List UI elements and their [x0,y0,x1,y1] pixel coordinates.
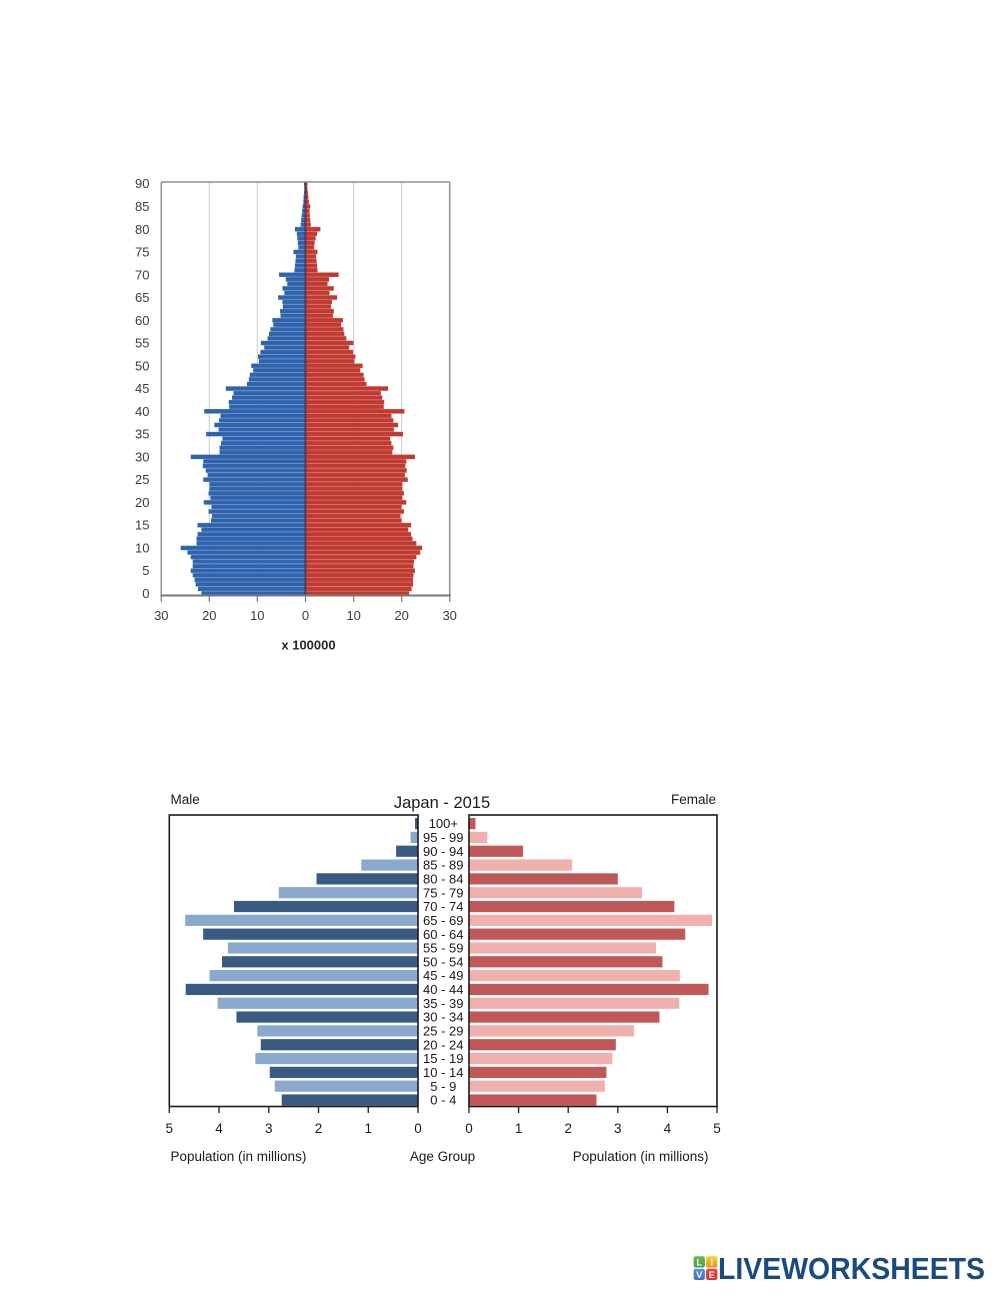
svg-text:0: 0 [142,586,149,601]
svg-text:0: 0 [414,1121,422,1136]
svg-text:25: 25 [135,472,149,487]
svg-text:30: 30 [154,608,168,623]
svg-text:4: 4 [664,1121,672,1136]
svg-text:30: 30 [135,449,149,464]
svg-text:2: 2 [564,1121,572,1136]
svg-text:3: 3 [265,1121,273,1136]
svg-text:50 - 54: 50 - 54 [423,954,463,969]
svg-text:5: 5 [166,1121,174,1136]
svg-text:55: 55 [135,336,149,351]
svg-text:25 - 29: 25 - 29 [423,1024,463,1039]
svg-text:Population (in millions): Population (in millions) [573,1149,709,1164]
svg-text:3: 3 [614,1121,622,1136]
svg-text:LIVEWORKSHEETS: LIVEWORKSHEETS [718,1252,985,1286]
svg-text:I: I [710,1257,713,1268]
svg-text:10: 10 [135,540,149,555]
svg-text:60: 60 [135,313,149,328]
svg-text:Population (in millions): Population (in millions) [171,1149,307,1164]
svg-text:70: 70 [135,267,149,282]
svg-text:20 - 24: 20 - 24 [423,1037,463,1052]
svg-text:35: 35 [135,427,149,442]
svg-text:45 - 49: 45 - 49 [423,968,463,983]
svg-text:10: 10 [250,608,264,623]
svg-text:1: 1 [365,1121,373,1136]
svg-text:10: 10 [346,608,360,623]
svg-text:1: 1 [515,1121,523,1136]
svg-text:0: 0 [302,608,309,623]
svg-text:Japan - 2015: Japan - 2015 [394,794,490,812]
svg-text:15 - 19: 15 - 19 [423,1051,463,1066]
svg-text:50: 50 [135,358,149,373]
svg-text:5: 5 [142,563,149,578]
svg-text:90 - 94: 90 - 94 [423,844,463,859]
svg-text:Age Group: Age Group [410,1149,475,1164]
svg-text:55 - 59: 55 - 59 [423,941,463,956]
svg-text:5: 5 [713,1121,721,1136]
svg-text:95 - 99: 95 - 99 [423,830,463,845]
svg-text:35 - 39: 35 - 39 [423,996,463,1011]
svg-text:80 - 84: 80 - 84 [423,871,463,886]
svg-text:80: 80 [135,222,149,237]
svg-text:40 - 44: 40 - 44 [423,982,463,997]
svg-text:L: L [696,1257,702,1268]
svg-text:70 - 74: 70 - 74 [423,899,463,914]
svg-text:V: V [696,1270,703,1281]
svg-text:0: 0 [465,1121,473,1136]
svg-text:65 - 69: 65 - 69 [423,913,463,928]
svg-text:45: 45 [135,381,149,396]
svg-text:x 100000: x 100000 [281,638,335,653]
svg-text:75 - 79: 75 - 79 [423,885,463,900]
svg-text:40: 40 [135,404,149,419]
svg-text:E: E [709,1270,715,1281]
svg-text:85 - 89: 85 - 89 [423,858,463,873]
svg-text:100+: 100+ [429,816,458,831]
svg-text:90: 90 [135,176,149,191]
svg-text:0 - 4: 0 - 4 [430,1093,456,1108]
svg-text:15: 15 [135,518,149,533]
svg-text:75: 75 [135,245,149,260]
svg-text:20: 20 [394,608,408,623]
svg-text:30: 30 [442,608,456,623]
svg-text:30 - 34: 30 - 34 [423,1010,463,1025]
svg-text:4: 4 [215,1121,223,1136]
svg-text:10 - 14: 10 - 14 [423,1065,463,1080]
svg-text:5 - 9: 5 - 9 [430,1079,456,1094]
svg-text:60 - 64: 60 - 64 [423,927,463,942]
svg-text:Female: Female [671,792,716,807]
svg-text:Male: Male [171,792,200,807]
svg-text:2: 2 [315,1121,323,1136]
svg-text:85: 85 [135,199,149,214]
svg-text:65: 65 [135,290,149,305]
svg-text:20: 20 [135,495,149,510]
svg-text:20: 20 [202,608,216,623]
